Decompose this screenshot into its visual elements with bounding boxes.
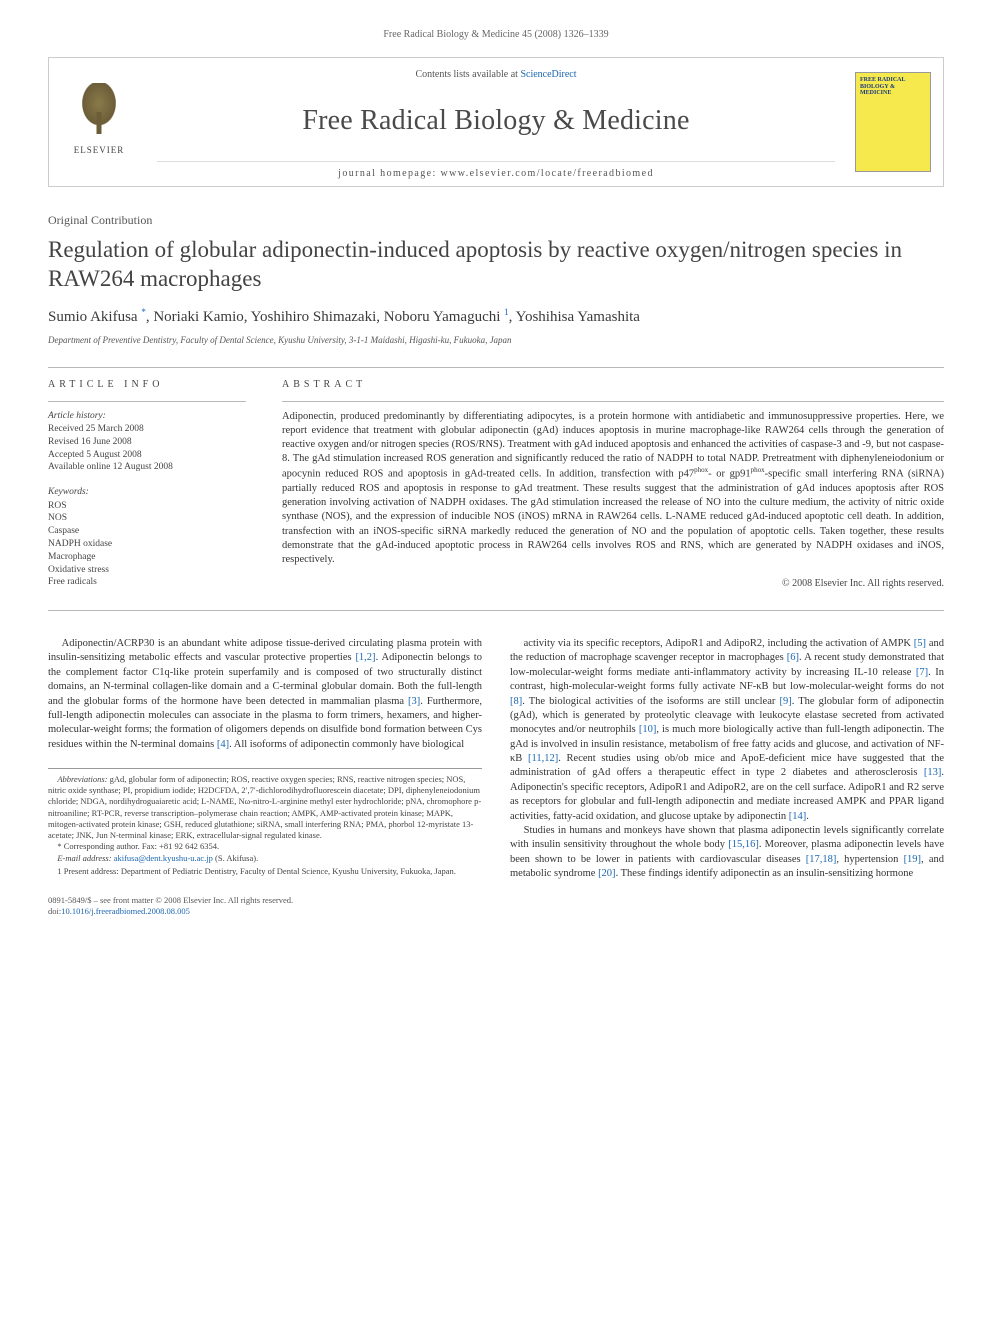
history-line: Received 25 March 2008: [48, 423, 246, 436]
body-columns: Adiponectin/ACRP30 is an abundant white …: [48, 637, 944, 918]
present-address-text: 1 Present address: Department of Pediatr…: [57, 866, 456, 876]
homepage-prefix: journal homepage:: [338, 168, 440, 179]
keyword: NOS: [48, 512, 246, 525]
elsevier-logo: ELSEVIER: [66, 83, 132, 161]
keyword: ROS: [48, 500, 246, 513]
sciencedirect-link[interactable]: ScienceDirect: [520, 69, 576, 80]
footer-block: 0891-5849/$ – see front matter © 2008 El…: [48, 895, 482, 918]
author-list: Sumio Akifusa *, Noriaki Kamio, Yoshihir…: [48, 307, 944, 328]
footnotes-block: Abbreviations: gAd, globular form of adi…: [48, 768, 482, 877]
keywords-list: ROSNOSCaspaseNADPH oxidaseMacrophageOxid…: [48, 500, 246, 590]
citation-link[interactable]: [20]: [598, 868, 616, 879]
citation-link[interactable]: [8]: [510, 696, 522, 707]
footnote-corresponding: * Corresponding author. Fax: +81 92 642 …: [48, 841, 482, 852]
keywords-head: Keywords:: [48, 486, 246, 498]
publisher-logo-cell: ELSEVIER: [49, 58, 149, 186]
elsevier-tree-icon: [70, 83, 128, 141]
citation-link[interactable]: [7]: [916, 667, 928, 678]
affiliation: Department of Preventive Dentistry, Facu…: [48, 335, 944, 347]
running-head: Free Radical Biology & Medicine 45 (2008…: [48, 28, 944, 41]
article-type: Original Contribution: [48, 213, 944, 229]
article-info-label: article info: [48, 378, 246, 391]
keyword: Caspase: [48, 525, 246, 538]
history-head: Article history:: [48, 410, 246, 422]
info-abstract-row: article info Article history: Received 2…: [48, 378, 944, 590]
citation-link[interactable]: [6]: [787, 652, 799, 663]
article-title: Regulation of globular adiponectin-induc…: [48, 235, 944, 294]
contents-available-line: Contents lists available at ScienceDirec…: [157, 68, 835, 81]
citation-link[interactable]: [19]: [904, 854, 922, 865]
abstract-text: Adiponectin, produced predominantly by d…: [282, 410, 944, 567]
history-line: Accepted 5 August 2008: [48, 449, 246, 462]
rule-abstract: [282, 401, 944, 402]
footnote-present-address: 1 Present address: Department of Pediatr…: [48, 864, 482, 877]
history-list: Received 25 March 2008Revised 16 June 20…: [48, 423, 246, 474]
email-label: E-mail address:: [57, 853, 113, 863]
keyword: Macrophage: [48, 551, 246, 564]
citation-link[interactable]: [17,18]: [806, 854, 837, 865]
abstract-label: abstract: [282, 378, 944, 391]
abbrev-text: gAd, globular form of adiponectin; ROS, …: [48, 774, 481, 840]
rule-info: [48, 401, 246, 402]
body-paragraph: Studies in humans and monkeys have shown…: [510, 824, 944, 882]
journal-cover-cell: FREE RADICAL BIOLOGY & MEDICINE: [843, 58, 943, 186]
article-info-column: article info Article history: Received 2…: [48, 378, 246, 590]
history-line: Available online 12 August 2008: [48, 461, 246, 474]
journal-homepage-line: journal homepage: www.elsevier.com/locat…: [157, 161, 835, 180]
citation-link[interactable]: [3]: [408, 696, 420, 707]
homepage-url: www.elsevier.com/locate/freeradbiomed: [441, 168, 654, 179]
citation-link[interactable]: [5]: [914, 638, 926, 649]
citation-link[interactable]: [1,2]: [355, 652, 375, 663]
abstract-column: abstract Adiponectin, produced predomina…: [282, 378, 944, 590]
abbrev-label: Abbreviations:: [57, 774, 107, 784]
header-center: Contents lists available at ScienceDirec…: [149, 58, 843, 186]
abstract-copyright: © 2008 Elsevier Inc. All rights reserved…: [282, 577, 944, 590]
body-paragraph: activity via its specific receptors, Adi…: [510, 637, 944, 824]
citation-link[interactable]: [10]: [639, 724, 657, 735]
citation-link[interactable]: [4]: [217, 739, 229, 750]
body-paragraph: Adiponectin/ACRP30 is an abundant white …: [48, 637, 482, 752]
citation-link[interactable]: [11,12]: [528, 753, 558, 764]
rule-bottom: [48, 610, 944, 611]
keyword: Free radicals: [48, 576, 246, 589]
history-line: Revised 16 June 2008: [48, 436, 246, 449]
keyword: Oxidative stress: [48, 564, 246, 577]
rule-top: [48, 367, 944, 368]
journal-header: ELSEVIER Contents lists available at Sci…: [48, 57, 944, 187]
footnote-abbrev: Abbreviations: gAd, globular form of adi…: [48, 774, 482, 841]
footnote-email: E-mail address: akifusa@dent.kyushu-u.ac…: [48, 853, 482, 864]
citation-link[interactable]: [15,16]: [728, 839, 759, 850]
journal-title: Free Radical Biology & Medicine: [157, 103, 835, 139]
journal-cover-thumb: FREE RADICAL BIOLOGY & MEDICINE: [855, 72, 931, 172]
citation-link[interactable]: [13]: [924, 767, 942, 778]
issn-line: 0891-5849/$ – see front matter © 2008 El…: [48, 895, 482, 907]
doi-link[interactable]: 10.1016/j.freeradbiomed.2008.08.005: [61, 906, 190, 916]
doi-line: doi:10.1016/j.freeradbiomed.2008.08.005: [48, 906, 482, 918]
email-suffix: (S. Akifusa).: [213, 853, 258, 863]
publisher-name: ELSEVIER: [66, 145, 132, 157]
body-col-left: Adiponectin/ACRP30 is an abundant white …: [48, 637, 482, 918]
citation-link[interactable]: [9]: [779, 696, 791, 707]
body-col-right: activity via its specific receptors, Adi…: [510, 637, 944, 918]
citation-link[interactable]: [14]: [789, 811, 807, 822]
contents-prefix: Contents lists available at: [415, 69, 520, 80]
email-link[interactable]: akifusa@dent.kyushu-u.ac.jp: [114, 853, 213, 863]
doi-prefix: doi:: [48, 906, 61, 916]
keyword: NADPH oxidase: [48, 538, 246, 551]
